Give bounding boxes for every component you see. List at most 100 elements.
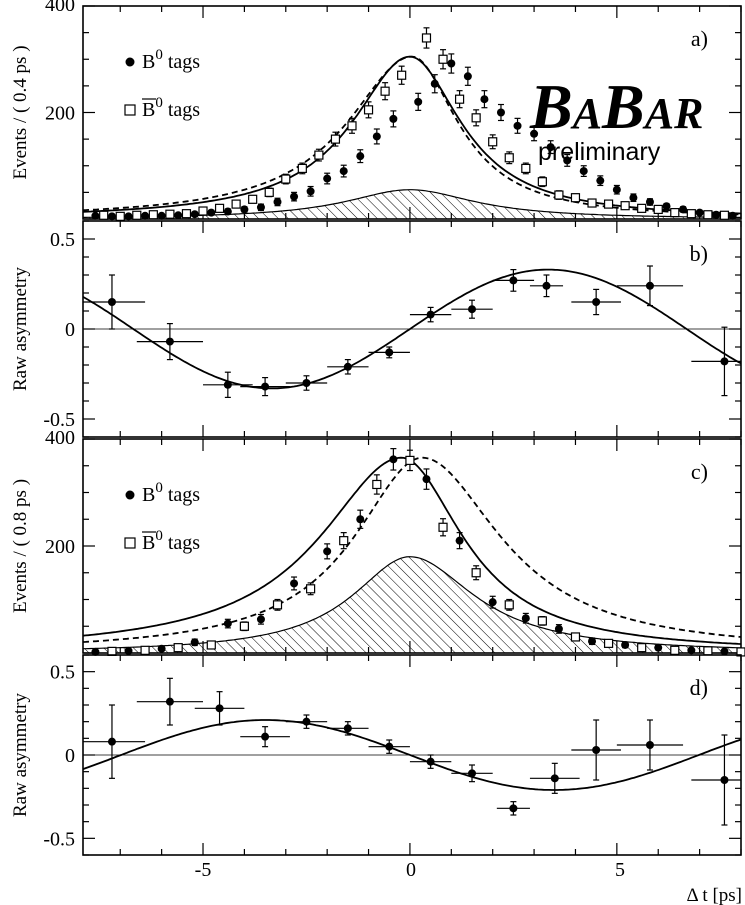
asymmetry-point <box>223 380 232 389</box>
data-point-b0 <box>256 203 265 212</box>
data-point-b0 <box>124 212 133 221</box>
data-point-antib0 <box>620 201 630 211</box>
data-point-antib0 <box>670 645 680 655</box>
legend-label: B0 tags <box>142 528 200 554</box>
data-point-antib0 <box>421 33 432 43</box>
babar-logo: BABAR preliminary <box>529 71 703 166</box>
data-point-b0 <box>356 152 365 161</box>
data-point-antib0 <box>363 105 374 115</box>
data-point-antib0 <box>405 455 415 465</box>
asymmetry-point <box>550 774 559 783</box>
data-point-b0 <box>728 211 737 220</box>
data-point-b0 <box>654 643 663 652</box>
data-point-antib0 <box>488 137 498 147</box>
data-point-b0 <box>174 211 183 220</box>
data-point-b0 <box>290 192 299 201</box>
data-point-antib0 <box>504 600 514 610</box>
panel-label: a) <box>691 26 708 51</box>
data-point-antib0 <box>173 643 183 653</box>
data-point-b0 <box>621 640 630 649</box>
y-tick-label: 0 <box>65 319 75 341</box>
data-point-antib0 <box>537 177 547 187</box>
asymmetry-fit-curve <box>82 268 742 390</box>
data-point-b0 <box>414 97 423 106</box>
panel-label: b) <box>690 241 708 266</box>
data-point-antib0 <box>264 187 274 197</box>
data-point-antib0 <box>454 94 465 104</box>
y-tick-label: -0.5 <box>43 828 75 850</box>
background-hatched-area <box>83 189 741 219</box>
data-point-b0 <box>455 536 464 545</box>
data-point-b0 <box>323 547 332 556</box>
data-point-b0 <box>579 167 588 176</box>
data-point-antib0 <box>670 208 680 218</box>
data-point-b0 <box>720 647 729 656</box>
data-point-antib0 <box>198 206 208 216</box>
data-point-b0 <box>107 212 116 221</box>
data-point-b0 <box>596 176 605 185</box>
asymmetry-point <box>261 382 270 391</box>
data-point-b0 <box>339 167 348 176</box>
x-tick-label-5: 5 <box>615 859 625 881</box>
data-point-b0 <box>91 211 100 220</box>
data-point-b0 <box>612 185 621 194</box>
legend-marker-b0 <box>125 490 135 500</box>
data-point-b0 <box>480 95 489 104</box>
asymmetry-point <box>302 717 311 726</box>
asymmetry-point <box>215 704 224 713</box>
data-point-b0 <box>662 202 671 211</box>
asymmetry-point <box>468 305 477 314</box>
data-point-antib0 <box>570 632 581 642</box>
data-point-b0 <box>389 455 398 464</box>
data-point-antib0 <box>438 522 448 532</box>
data-point-antib0 <box>537 616 547 626</box>
data-point-b0 <box>679 205 688 214</box>
legend-marker-b0 <box>125 57 135 67</box>
data-point-antib0 <box>239 621 249 631</box>
data-point-b0 <box>256 615 265 624</box>
data-point-b0 <box>157 644 166 653</box>
data-point-antib0 <box>314 150 324 160</box>
y-axis-label: Raw asymmetry <box>10 693 31 818</box>
data-point-antib0 <box>107 646 117 656</box>
data-point-b0 <box>356 515 365 524</box>
y-tick-label: -0.5 <box>43 409 75 431</box>
data-point-antib0 <box>248 194 258 204</box>
data-point-b0 <box>488 598 497 607</box>
data-point-b0 <box>323 174 332 183</box>
y-tick-label: 200 <box>45 536 75 558</box>
asymmetry-point <box>343 724 352 733</box>
data-point-b0 <box>306 187 315 196</box>
legend-label: B0 tags <box>142 95 200 121</box>
y-tick-label: 400 <box>45 427 75 449</box>
asymmetry-point <box>385 348 394 357</box>
data-point-b0 <box>530 129 539 138</box>
data-point-antib0 <box>686 209 696 219</box>
data-point-antib0 <box>637 203 647 213</box>
data-point-b0 <box>389 114 398 123</box>
data-point-b0 <box>157 211 166 220</box>
data-point-b0 <box>687 646 696 655</box>
data-point-antib0 <box>603 638 614 648</box>
data-point-b0 <box>141 211 150 220</box>
data-point-b0 <box>695 208 704 217</box>
data-point-b0 <box>190 638 199 647</box>
panel-label: c) <box>691 459 708 484</box>
panel-c: 200 400 Events / ( 0.8 ps ) c) B0 tags B0 tag… <box>10 427 745 657</box>
data-point-b0 <box>207 208 216 217</box>
data-point-antib0 <box>306 584 316 594</box>
data-point-antib0 <box>587 198 597 208</box>
data-point-antib0 <box>231 199 241 209</box>
asymmetry-point <box>645 741 654 749</box>
data-point-b0 <box>190 210 199 219</box>
y-tick-label: 0 <box>65 745 75 767</box>
asymmetry-point <box>302 379 311 387</box>
asymmetry-point <box>107 298 116 306</box>
data-point-antib0 <box>471 113 481 123</box>
legend-marker-antib0 <box>124 104 136 116</box>
data-point-antib0 <box>703 646 713 656</box>
data-point-antib0 <box>181 209 192 219</box>
data-point-antib0 <box>554 190 564 200</box>
data-point-b0 <box>372 132 381 141</box>
